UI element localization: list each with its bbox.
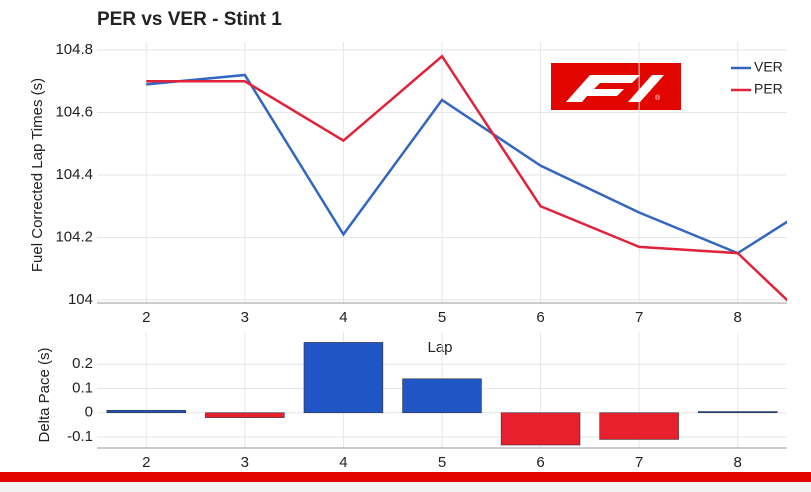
legend-label: VER (754, 59, 783, 75)
footer (0, 482, 811, 492)
chart-title: PER vs VER - Stint 1 (97, 9, 282, 30)
x-tick-label: 5 (438, 309, 446, 326)
series-line (146, 54, 787, 302)
bar (697, 411, 778, 414)
svg-text:®: ® (655, 94, 661, 102)
x-tick-label: 4 (339, 454, 347, 471)
y-tick-label: 104.8 (55, 41, 93, 58)
plot (146, 54, 787, 302)
y-tick-label: 104.4 (55, 166, 93, 183)
x-tick-label: 2 (142, 309, 150, 326)
y-tick-label: 0.1 (72, 379, 93, 396)
y-tick-label: -0.1 (67, 428, 93, 445)
bar (205, 412, 285, 418)
x-tick-label: 8 (734, 454, 742, 471)
y-tick-label: 104.6 (55, 103, 93, 120)
y-tick-label: 0 (85, 404, 93, 421)
bar (303, 342, 384, 414)
x-tick-label: 7 (635, 454, 643, 471)
x-tick-label: 5 (438, 454, 446, 471)
y-tick-label: 104 (68, 291, 93, 308)
y-tick-label: 0.2 (72, 355, 93, 372)
y-tick-label: 104.2 (55, 228, 93, 245)
y-axis-label: Fuel Corrected Lap Times (s) (29, 78, 46, 272)
y-axis-label: Delta Pace (s) (36, 347, 53, 442)
x-axis-label: Lap (427, 339, 452, 356)
bar (500, 412, 581, 446)
bar (106, 410, 187, 414)
footer-stripe (0, 472, 811, 482)
bar (402, 378, 482, 414)
x-tick-label: 3 (241, 309, 249, 326)
x-tick-label: 8 (734, 309, 742, 326)
legend-label: PER (754, 81, 783, 97)
x-tick-label: 3 (241, 454, 249, 471)
f1-logo: ® (551, 63, 681, 110)
series-line (146, 73, 787, 255)
bar (599, 412, 679, 440)
x-tick-label: 7 (635, 309, 643, 326)
x-tick-label: 2 (142, 454, 150, 471)
x-tick-label: 4 (339, 309, 347, 326)
x-tick-label: 6 (536, 309, 544, 326)
x-tick-label: 6 (536, 454, 544, 471)
